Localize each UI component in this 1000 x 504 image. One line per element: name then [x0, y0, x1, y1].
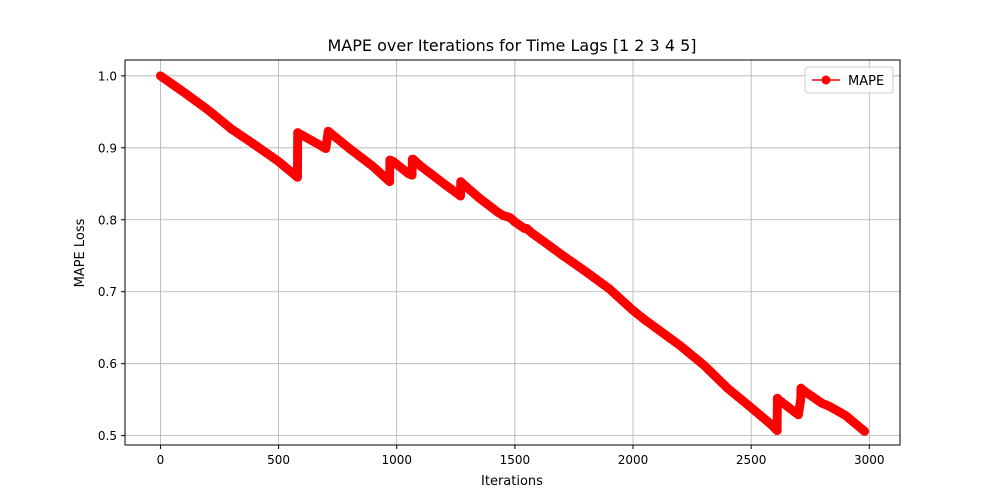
x-tick-label: 2000: [618, 453, 649, 467]
x-tick-label: 3000: [854, 453, 885, 467]
axis-ticks: 0 500 1000 1500 2000 2500 3000 0.5 0.6 0.7 0.8 0.9 1…: [98, 69, 885, 467]
x-tick-label: 2500: [736, 453, 767, 467]
x-tick-label: 1500: [500, 453, 531, 467]
y-tick-label: 0.5: [98, 429, 117, 443]
axes-frame: [124, 59, 901, 446]
series-markers-mape: [155, 71, 870, 436]
legend-label-mape: MAPE: [848, 74, 884, 89]
legend-marker-sample: [821, 75, 831, 85]
legend: MAPE: [804, 66, 894, 94]
y-axis-label: MAPE Loss: [73, 218, 88, 287]
x-tick-label: 0: [157, 453, 165, 467]
x-axis-label: Iterations: [481, 474, 543, 489]
chart-title: MAPE over Iterations for Time Lags [1 2 …: [328, 36, 697, 55]
y-tick-label: 1.0: [98, 69, 117, 83]
x-tick-label: 1000: [381, 453, 412, 467]
y-tick-label: 0.8: [98, 213, 117, 227]
legend-frame: [804, 66, 894, 94]
x-tick-label: 500: [267, 453, 290, 467]
y-tick-label: 0.7: [98, 285, 117, 299]
y-tick-label: 0.6: [98, 357, 117, 371]
data-point: [860, 426, 870, 436]
y-tick-label: 0.9: [98, 141, 117, 155]
plot-area: [155, 71, 870, 436]
